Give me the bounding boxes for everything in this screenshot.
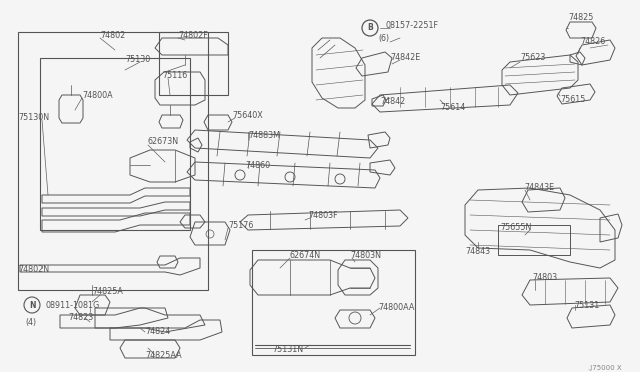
Text: .J75000 X: .J75000 X	[588, 365, 622, 371]
Text: 74883M: 74883M	[248, 131, 280, 141]
Text: 75131: 75131	[574, 301, 599, 310]
Text: (6): (6)	[378, 33, 389, 42]
Text: 74860: 74860	[245, 160, 270, 170]
Bar	[498, 225, 570, 255]
Text: N: N	[29, 301, 35, 310]
Text: 62674N: 62674N	[290, 250, 321, 260]
Text: 75640X: 75640X	[232, 110, 263, 119]
Text: 08157-2251F: 08157-2251F	[385, 20, 438, 29]
Text: 75116: 75116	[162, 71, 188, 80]
Text: 74843E: 74843E	[524, 183, 554, 192]
Text: 74802N: 74802N	[18, 266, 49, 275]
Text: (4): (4)	[25, 317, 36, 327]
Text: 75130: 75130	[125, 55, 150, 64]
Text: 74825AA: 74825AA	[145, 350, 182, 359]
Text: 62673N: 62673N	[148, 138, 179, 147]
Bar	[159, 32, 228, 95]
Text: 74803F: 74803F	[308, 211, 338, 219]
Text: 74800AA: 74800AA	[378, 304, 414, 312]
Text: B: B	[367, 23, 373, 32]
Text: 74842E: 74842E	[390, 54, 420, 62]
Bar	[40, 58, 190, 230]
Text: 74800A: 74800A	[82, 90, 113, 99]
Text: 75615: 75615	[560, 94, 586, 103]
Bar	[18, 32, 208, 290]
Text: 75131N: 75131N	[272, 346, 303, 355]
Text: 74803: 74803	[532, 273, 557, 282]
Text: 75655N: 75655N	[500, 224, 531, 232]
Text: 75623: 75623	[520, 54, 545, 62]
Bar	[252, 250, 415, 355]
Text: 74824: 74824	[145, 327, 170, 337]
Text: 74826: 74826	[580, 38, 605, 46]
Text: 08911-1081G: 08911-1081G	[45, 301, 99, 310]
Text: 74825A: 74825A	[92, 288, 123, 296]
Text: 75176: 75176	[228, 221, 253, 230]
Text: 74802F: 74802F	[178, 31, 208, 39]
Text: 74823: 74823	[68, 314, 93, 323]
Text: 74802: 74802	[100, 31, 125, 39]
Text: 74825: 74825	[568, 13, 593, 22]
Text: 75130N: 75130N	[18, 113, 49, 122]
Text: 74843: 74843	[465, 247, 490, 257]
Text: 74803N: 74803N	[350, 250, 381, 260]
Text: 75614: 75614	[440, 103, 465, 112]
Text: 74842: 74842	[380, 97, 405, 106]
